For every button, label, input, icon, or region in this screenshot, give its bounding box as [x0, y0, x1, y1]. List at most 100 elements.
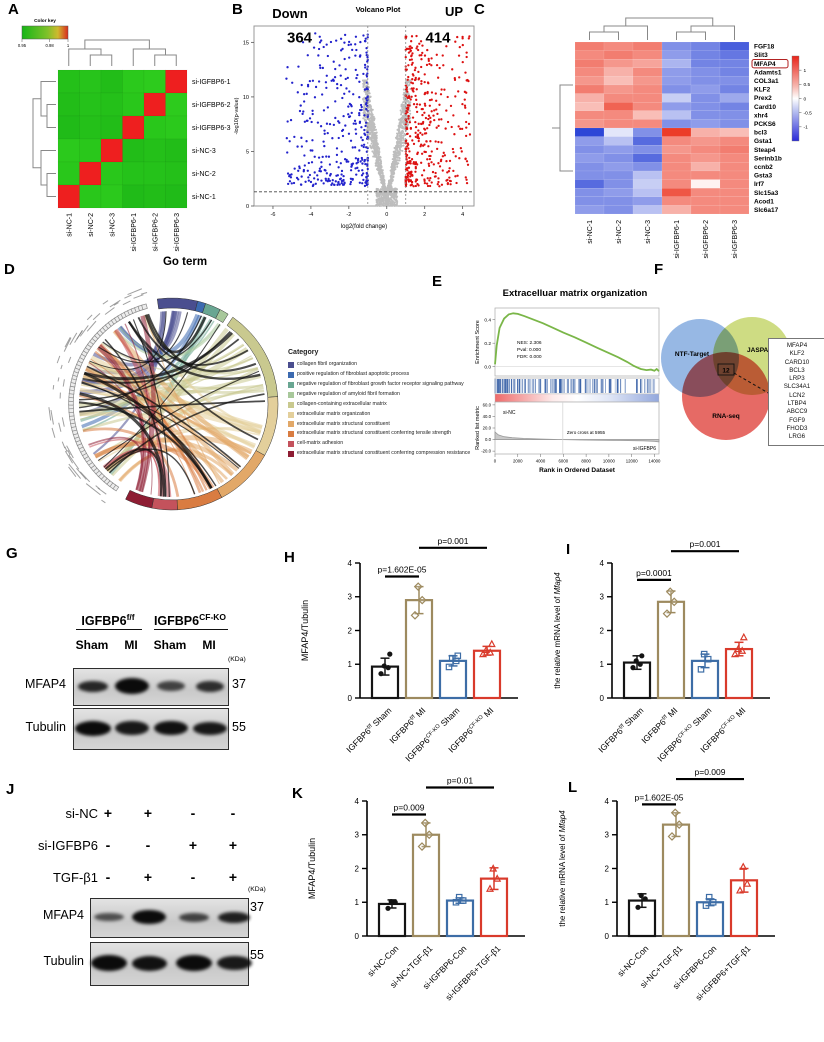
- svg-text:2: 2: [600, 626, 605, 635]
- svg-text:log2(fold change): log2(fold change): [341, 224, 387, 230]
- svg-text:si-IGFBP6-3: si-IGFBP6-3: [174, 213, 181, 252]
- gsea-plot: Extracelluar matrix organization 0.0 0.2 0.…: [475, 288, 661, 474]
- svg-text:Color key: Color key: [34, 18, 56, 24]
- panel-letter-a: A: [8, 1, 19, 18]
- panel-letter-b: B: [232, 1, 243, 18]
- overlap-gene: KLF2: [789, 350, 805, 358]
- svg-text:0: 0: [348, 694, 353, 703]
- legend-item: collagen-containing extracellular matrix: [288, 400, 478, 410]
- svg-text:Slc15a3: Slc15a3: [754, 190, 779, 197]
- lane-label: MI: [124, 638, 138, 652]
- protein-band: [154, 721, 188, 735]
- svg-text:0: 0: [494, 459, 497, 464]
- lane-label: Sham: [153, 638, 187, 652]
- legend-swatch: [288, 372, 294, 379]
- tubulin-blot: [90, 942, 252, 986]
- panel-letter-k: K: [292, 785, 303, 802]
- svg-text:10000: 10000: [603, 459, 616, 464]
- bar: [411, 833, 441, 938]
- condition-sign: +: [143, 869, 153, 885]
- legend-label: extracellular matrix organization: [297, 410, 371, 417]
- condition-sign: -: [230, 805, 236, 821]
- overlap-gene: LRP3: [789, 375, 805, 383]
- svg-text:Ranked list metric: Ranked list metric: [475, 406, 481, 450]
- protein-band: [115, 721, 149, 735]
- legend-item: extracellular matrix structural constitu…: [288, 420, 478, 430]
- legend-item: collagen fibril organization: [288, 360, 478, 370]
- svg-text:2: 2: [355, 864, 360, 873]
- go-term-title: Go term: [162, 256, 208, 268]
- bar: [661, 823, 691, 938]
- legend-label: extracellular matrix structural constitu…: [297, 450, 471, 457]
- svg-text:Steap4: Steap4: [754, 147, 776, 154]
- condition-label: si-IGFBP6: [38, 838, 98, 853]
- condition-sign: +: [188, 837, 198, 853]
- legend-item: extracellular matrix structural constitu…: [288, 429, 478, 439]
- overlap-gene: ABCC9: [786, 408, 808, 416]
- svg-text:Prex2: Prex2: [754, 95, 772, 102]
- panel-letter-j: J: [6, 781, 15, 798]
- bar-chart-mfap4-protein-tgfb: 01234MFAP4/Tubulinsi-NC-Consi-NC+TGF-β1s…: [307, 776, 525, 1002]
- svg-text:xhr4: xhr4: [754, 112, 768, 119]
- overlap-gene: LRG6: [788, 433, 806, 441]
- svg-text:si-IGFBP6-1: si-IGFBP6-1: [192, 79, 231, 86]
- svg-text:Adamts1: Adamts1: [754, 69, 782, 76]
- legend-swatch: [288, 381, 294, 388]
- svg-text:0.5: 0.5: [804, 82, 811, 88]
- svg-text:-20.0: -20.0: [481, 449, 491, 454]
- legend-swatch: [288, 391, 294, 398]
- svg-text:Irf7: Irf7: [754, 181, 765, 188]
- bar: [445, 899, 475, 938]
- bar-chart-mfap4-mrna-mi: 0 1 2 3 4 the relative mRNA level of Mfap4 IGF…: [553, 539, 770, 764]
- kda-marker: 55: [232, 720, 246, 734]
- category-ring: [125, 297, 279, 511]
- blot-label: Tubulin: [25, 720, 66, 734]
- legend-swatch: [288, 451, 294, 458]
- svg-text:Slit3: Slit3: [754, 52, 768, 59]
- svg-text:p=0.0001: p=0.0001: [636, 568, 672, 578]
- legend-item: negative regulation of fibroblast growth…: [288, 380, 478, 390]
- condition-sign: +: [143, 805, 153, 821]
- svg-text:4: 4: [461, 212, 464, 218]
- legend-swatch: [288, 362, 294, 369]
- svg-text:-4: -4: [308, 212, 313, 218]
- svg-text:1: 1: [348, 660, 353, 669]
- svg-text:si-NC-Con: si-NC-Con: [365, 943, 400, 978]
- svg-text:NTF-Target: NTF-Target: [675, 351, 710, 358]
- legend-label: negative regulation of amyloid fibril fo…: [297, 390, 400, 397]
- svg-text:IGFBP6f/f Sham: IGFBP6f/f Sham: [344, 705, 393, 754]
- svg-text:p=0.001: p=0.001: [438, 536, 469, 546]
- svg-text:0: 0: [355, 932, 360, 941]
- svg-text:414: 414: [425, 29, 451, 46]
- svg-text:4000: 4000: [536, 459, 546, 464]
- svg-text:p=0.001: p=0.001: [690, 539, 721, 549]
- svg-text:the relative mRNA level of Mfa: the relative mRNA level of Mfap4: [558, 810, 567, 927]
- svg-text:0.0: 0.0: [485, 437, 492, 442]
- svg-text:si-NC-2: si-NC-2: [192, 171, 216, 178]
- bar: [404, 599, 434, 700]
- tubulin-blot: [73, 708, 229, 750]
- protein-band: [193, 721, 227, 735]
- svg-text:si-NC-2: si-NC-2: [88, 213, 95, 237]
- svg-text:MFAP4: MFAP4: [754, 61, 776, 68]
- overlap-gene: LTBP4: [787, 400, 807, 408]
- lane-label: Sham: [75, 638, 109, 652]
- svg-text:2000: 2000: [513, 459, 523, 464]
- legend-label: extracellular matrix structural constitu…: [297, 430, 451, 437]
- condition-sign: -: [105, 837, 111, 853]
- svg-text:2: 2: [348, 626, 353, 635]
- overlap-gene: MFAP4: [786, 342, 808, 349]
- overlap-gene-list: MFAP4 KLF2 CARD10 BCL3 LRP3 SLC34A1 LCN2 LTBP4 A…: [768, 338, 824, 446]
- condition-label: si-NC: [65, 806, 99, 821]
- bar: [656, 600, 686, 700]
- svg-text:2: 2: [605, 864, 610, 873]
- svg-text:MFAP4/Tubulin: MFAP4/Tubulin: [307, 838, 317, 899]
- svg-text:ccnb2: ccnb2: [754, 164, 773, 171]
- svg-text:p=0.009: p=0.009: [695, 767, 726, 777]
- protein-band: [218, 911, 250, 923]
- svg-text:Rank in Ordered Dataset: Rank in Ordered Dataset: [539, 467, 616, 474]
- svg-text:-2: -2: [346, 212, 351, 218]
- svg-text:IGFBP6f/f Sham: IGFBP6f/f Sham: [596, 705, 645, 754]
- overlap-gene: FGF9: [789, 416, 805, 424]
